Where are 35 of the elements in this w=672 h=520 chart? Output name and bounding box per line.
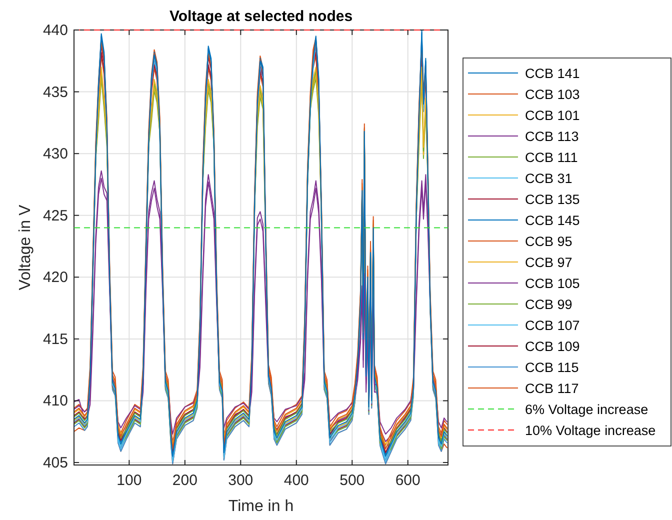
legend-label: 10% Voltage increase	[525, 423, 656, 438]
y-tick-label: 410	[42, 392, 68, 410]
legend-label: CCB 107	[525, 318, 580, 333]
legend-label: CCB 101	[525, 108, 580, 123]
legend-label: CCB 31	[525, 171, 572, 186]
y-tick-label: 425	[42, 207, 68, 224]
x-axis-title: Time in h	[228, 498, 294, 515]
y-tick-label: 440	[42, 22, 68, 39]
y-tick-label: 420	[42, 269, 68, 286]
x-tick-label: 100	[116, 472, 142, 489]
x-tick-label: 200	[172, 472, 198, 489]
legend-label: 6% Voltage increase	[525, 402, 648, 417]
x-tick-label: 400	[284, 472, 309, 489]
legend-label: CCB 145	[525, 213, 580, 228]
legend-label: CCB 117	[525, 381, 579, 396]
legend-label: CCB 141	[525, 66, 580, 81]
legend-label: CCB 113	[525, 129, 579, 144]
y-axis-title: Voltage in V	[17, 204, 34, 290]
legend-label: CCB 105	[525, 276, 580, 291]
legend-label: CCB 95	[525, 234, 572, 249]
y-tick-label: 430	[42, 146, 68, 163]
legend-label: CCB 115	[525, 360, 579, 375]
legend-label: CCB 135	[525, 192, 580, 207]
x-tick-label: 500	[340, 472, 365, 489]
x-tick-label: 300	[228, 472, 254, 489]
legend-label: CCB 103	[525, 87, 580, 102]
y-tick-label: 415	[42, 330, 68, 348]
legend-label: CCB 99	[525, 297, 572, 312]
y-tick-label: 405	[42, 454, 68, 472]
x-tick-label: 600	[395, 472, 420, 489]
chart-title: Voltage at selected nodes	[169, 8, 353, 25]
legend-label: CCB 109	[525, 339, 580, 354]
legend-label: CCB 97	[525, 255, 572, 270]
y-tick-label: 435	[42, 84, 68, 101]
legend-label: CCB 111	[525, 150, 578, 165]
